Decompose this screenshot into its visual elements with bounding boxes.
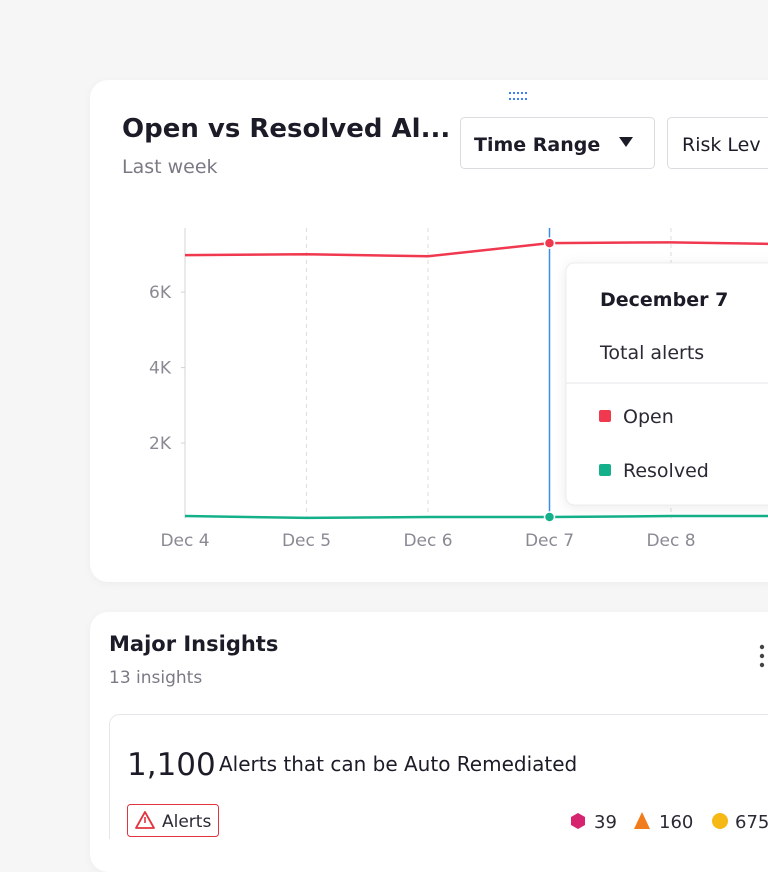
medium-count: 675 xyxy=(735,812,768,833)
tooltip-series-name: Open xyxy=(623,406,674,428)
insight-label: Alerts that can be Auto Remediated xyxy=(219,752,577,776)
chart: Open vs Resolved Al... Last week Time Ra… xyxy=(0,0,768,839)
time-range-label: Time Range xyxy=(474,134,600,156)
insights-subtitle: 13 insights xyxy=(109,668,202,688)
x-tick-label: Dec 7 xyxy=(525,531,574,551)
drag-handle[interactable] xyxy=(509,92,527,100)
tooltip-series-name: Resolved xyxy=(623,460,709,482)
insights-title: Major Insights xyxy=(109,632,278,656)
risk-level-label: Risk Lev xyxy=(682,134,761,156)
more-menu[interactable] xyxy=(760,645,764,667)
hover-point xyxy=(545,238,555,248)
x-tick-label: Dec 4 xyxy=(160,531,209,551)
insight-count: 1,100 xyxy=(127,747,216,783)
tooltip-swatch xyxy=(599,410,611,422)
x-tick-label: Dec 8 xyxy=(646,531,695,551)
y-tick-label: 2K xyxy=(149,434,172,454)
chart-subtitle: Last week xyxy=(122,156,218,178)
y-tick-label: 6K xyxy=(149,283,172,303)
alerts-tag-label: Alerts xyxy=(162,812,211,832)
page: {"header": {"title": "Open vs Resolved A… xyxy=(0,0,768,839)
y-tick-label: 4K xyxy=(149,359,172,379)
tooltip-title: December 7 xyxy=(600,289,728,311)
chart-title: Open vs Resolved Al... xyxy=(122,114,450,144)
medium-icon xyxy=(712,813,728,829)
x-tick-label: Dec 6 xyxy=(403,531,452,551)
x-tick-label: Dec 5 xyxy=(282,531,331,551)
tooltip-swatch xyxy=(599,464,611,476)
tooltip-subtitle: Total alerts xyxy=(599,342,704,364)
body: Open vs Resolved Al... Last week Time Ra… xyxy=(0,0,768,839)
tooltip: December 7 Total alerts Open Resolved xyxy=(566,263,768,505)
hover-point xyxy=(545,512,555,522)
series-line xyxy=(185,516,768,518)
critical-count: 39 xyxy=(594,812,617,833)
series-line xyxy=(185,242,768,256)
high-count: 160 xyxy=(659,812,693,833)
